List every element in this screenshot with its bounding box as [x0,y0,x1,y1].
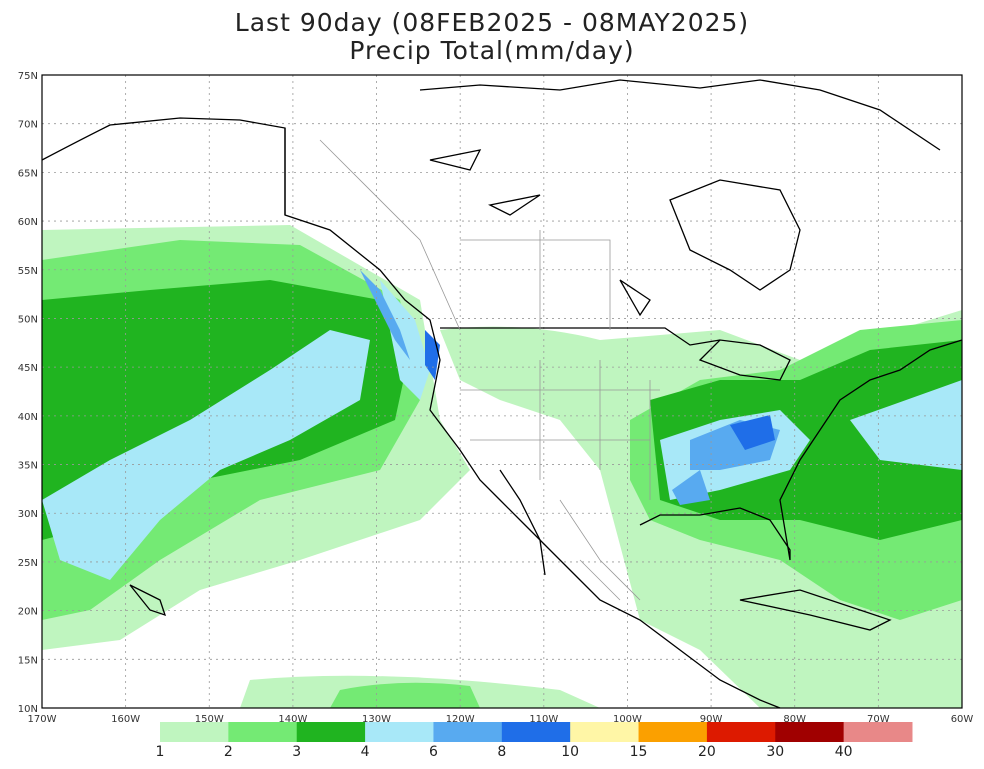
lat-label: 30N [18,509,38,520]
lon-label: 160W [111,714,140,725]
colorbar-swatch [228,722,298,742]
map-title: Last 90day (08FEB2025 - 08MAY2025) [234,8,750,37]
map-subtitle: Precip Total(mm/day) [349,36,635,65]
colorbar-swatch [501,722,571,742]
lat-label: 15N [18,655,38,666]
lon-label: 70W [867,714,890,725]
colorbar-swatch [843,722,913,742]
lon-label: 170W [28,714,57,725]
lon-label: 130W [362,714,391,725]
state-borders [319,139,660,601]
colorbar-threshold-label: 8 [497,744,507,760]
lat-label: 75N [18,71,38,82]
lat-label: 70N [18,120,38,131]
lon-label: 120W [446,714,475,725]
lon-label: 90W [700,714,723,725]
lon-label: 110W [529,714,558,725]
colorbar-threshold-label: 3 [292,744,302,760]
colorbar-threshold-label: 1 [155,744,165,760]
lat-label: 60N [18,217,38,228]
colorbar-swatch [160,722,229,742]
colorbar-threshold-label: 40 [834,744,853,760]
colorbar [160,722,913,742]
lat-label: 55N [18,266,38,277]
colorbar-swatch [570,722,640,742]
lat-label: 65N [18,168,38,179]
latitude-labels: 75N 70N 65N 60N 55N 50N 45N 40N 35N 30N 25N 20N 15N 1… [18,71,38,715]
lon-label: 80W [783,714,806,725]
colorbar-swatch [433,722,503,742]
colorbar-swatch [775,722,845,742]
lat-label: 10N [18,704,38,715]
precip-field [42,225,962,708]
lat-label: 40N [18,412,38,423]
lon-label: 150W [195,714,224,725]
lat-label: 50N [18,314,38,325]
lon-label: 100W [613,714,642,725]
colorbar-threshold-label: 20 [697,744,716,760]
lat-label: 45N [18,363,38,374]
longitude-labels: 170W 160W 150W 140W 130W 120W 110W 100W 90W 80W 70… [28,714,974,725]
colorbar-swatch [365,722,434,742]
coastlines [41,79,963,709]
colorbar-threshold-label: 30 [766,744,785,760]
colorbar-threshold-label: 2 [223,744,233,760]
lat-label: 20N [18,607,38,618]
map-frame [41,74,963,709]
colorbar-threshold-label: 10 [561,744,580,760]
colorbar-threshold-label: 15 [629,744,648,760]
lat-label: 25N [18,558,38,569]
colorbar-swatch [706,722,776,742]
colorbar-swatch [296,722,366,742]
lat-label: 35N [18,461,38,472]
us-canada-border [284,128,721,346]
colorbar-threshold-label: 6 [428,744,438,760]
lon-label: 140W [278,714,307,725]
lon-label: 60W [951,714,974,725]
colorbar-threshold-label: 4 [360,744,370,760]
colorbar-swatch [638,722,708,742]
